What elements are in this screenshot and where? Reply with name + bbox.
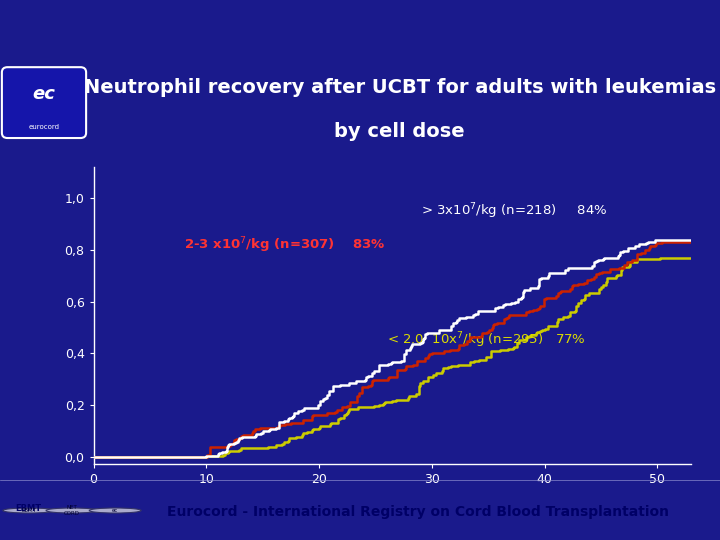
Text: Eurocord - International Registry on Cord Blood Transplantation: Eurocord - International Registry on Cor… (166, 505, 669, 519)
Text: ec: ec (32, 85, 55, 103)
FancyBboxPatch shape (2, 67, 86, 138)
Text: EBMT: EBMT (22, 508, 36, 513)
Text: eurocord: eurocord (29, 124, 60, 130)
Circle shape (46, 508, 98, 513)
Circle shape (3, 508, 55, 513)
Text: NET
CORD: NET CORD (64, 505, 80, 516)
Text: < 2.0  10x$^7$/kg (n=295)   77%: < 2.0 10x$^7$/kg (n=295) 77% (387, 330, 585, 350)
Text: by cell dose: by cell dose (334, 122, 465, 141)
Text: Neutrophil recovery after UCBT for adults with leukemias: Neutrophil recovery after UCBT for adult… (84, 78, 716, 97)
Circle shape (89, 508, 141, 513)
Text: > 3x10$^7$/kg (n=218)     84%: > 3x10$^7$/kg (n=218) 84% (420, 201, 607, 221)
Text: 2-3 x10$^7$/kg (n=307)    83%: 2-3 x10$^7$/kg (n=307) 83% (184, 235, 385, 255)
Text: ec: ec (112, 508, 118, 513)
Text: EBMT: EBMT (16, 504, 42, 513)
